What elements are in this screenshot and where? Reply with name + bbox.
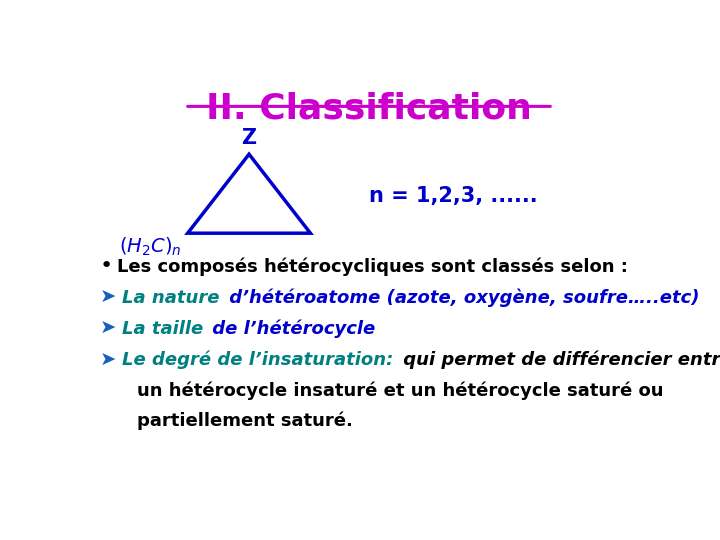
- Text: un hétérocycle insaturé et un hétérocycle saturé ou: un hétérocycle insaturé et un hétérocycl…: [138, 382, 664, 401]
- Text: La taille: La taille: [122, 320, 204, 338]
- Text: Z: Z: [241, 128, 256, 148]
- Text: de l’hétérocycle: de l’hétérocycle: [207, 320, 376, 338]
- Text: Le degré de l’insaturation:: Le degré de l’insaturation:: [122, 351, 394, 369]
- Text: n = 1,2,3, ......: n = 1,2,3, ......: [369, 186, 538, 206]
- Text: partiellement saturé.: partiellement saturé.: [138, 411, 354, 429]
- Text: ➤: ➤: [100, 319, 117, 339]
- Text: d’hétéroatome (azote, oxygène, soufre…..etc): d’hétéroatome (azote, oxygène, soufre…..…: [222, 288, 699, 307]
- Text: •: •: [100, 256, 113, 276]
- Text: ➤: ➤: [100, 350, 117, 369]
- Text: ➤: ➤: [100, 288, 117, 307]
- Text: La nature: La nature: [122, 289, 220, 307]
- Text: Les composés hétérocycliques sont classés selon :: Les composés hétérocycliques sont classé…: [117, 257, 628, 276]
- Text: $(H_2C)_n$: $(H_2C)_n$: [120, 235, 182, 258]
- Text: II. Classification: II. Classification: [206, 92, 532, 126]
- Text: qui permet de différencier entre: qui permet de différencier entre: [397, 351, 720, 369]
